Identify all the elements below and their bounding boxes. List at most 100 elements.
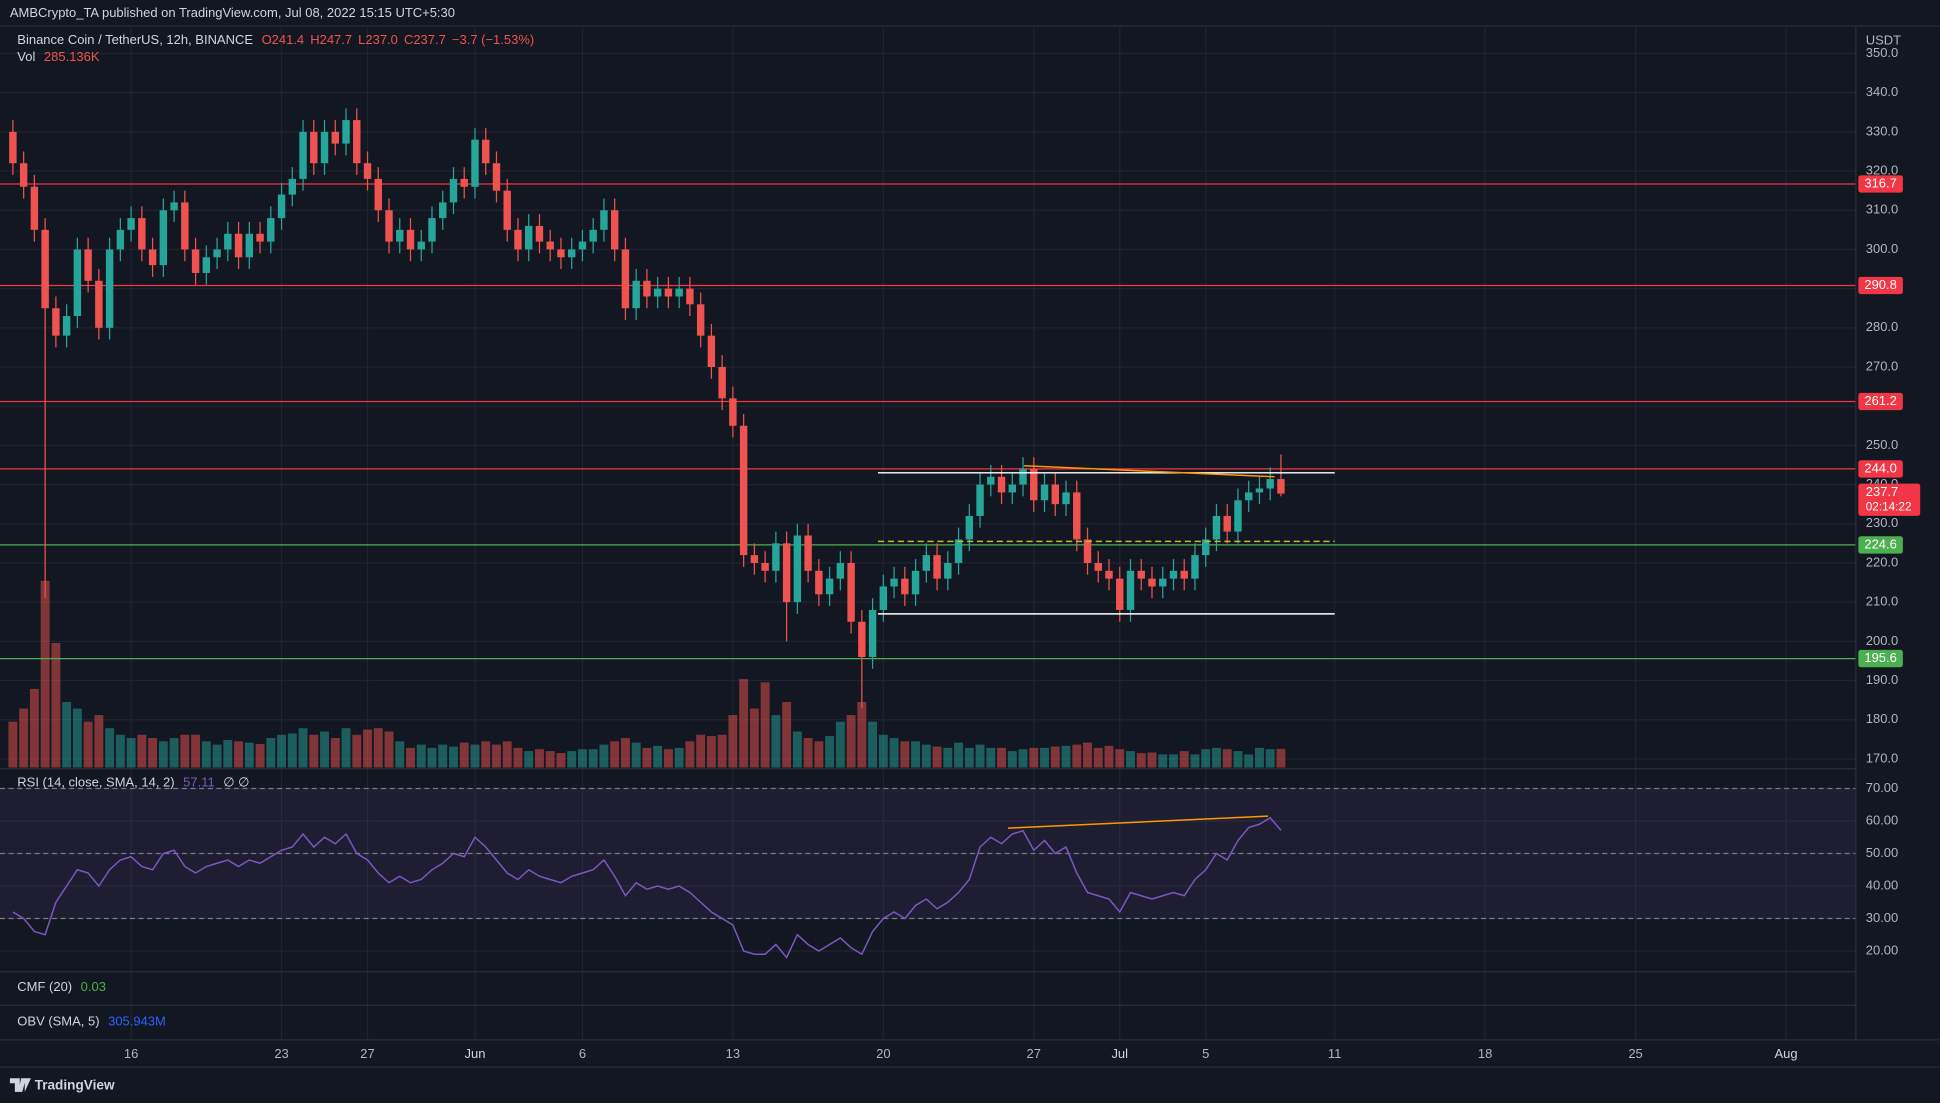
volume-bar [674,747,684,768]
ohlc: H247.7 [310,32,352,47]
candle-body [73,249,82,317]
candle-body [1234,500,1242,532]
volume-bar [921,744,931,768]
volume-bar [760,682,770,768]
candle-body [1255,488,1264,493]
candle-body [245,233,254,258]
volume-bar [352,734,362,768]
level-tag [1858,649,1903,668]
volume-bar [545,751,555,768]
volume-bar [62,702,72,768]
volume-bar [868,721,878,768]
candle-body [1244,492,1253,501]
x-tick-label: 27 [1027,1046,1041,1061]
volume-bar [1104,745,1114,768]
candle-body [482,139,490,164]
volume-bar [771,715,781,768]
y-tick-label: 320.0 [1866,162,1898,177]
candle-body [868,609,877,658]
y-tick-label: 220.0 [1866,554,1898,569]
level-tag [1858,175,1903,193]
volume-bar [212,744,222,768]
rsi-name: RSI (14, close, SMA, 14, 2) [17,775,174,790]
legend-rsi: RSI (14, close, SMA, 14, 2) 57.11 ∅ ∅ [17,775,249,790]
volume-bar [878,734,888,768]
volume-bar [642,747,652,768]
volume-value: 285.136K [44,50,100,65]
y-tick-label: 170.0 [1866,750,1898,765]
volume-bar [1115,749,1125,768]
level-label: 244.0 [1864,460,1896,475]
candle-body [750,555,759,563]
logo [9,1078,31,1092]
candle-body [944,562,952,579]
candle-body [62,316,71,336]
volume-bar [1007,751,1017,768]
volume-bar [685,741,695,768]
volume-bar [201,741,211,768]
obv-name: OBV (SMA, 5) [17,1014,99,1029]
volume-bar [244,742,254,768]
candle-body [535,225,544,242]
volume [8,580,1286,768]
x-tick-label: Jul [1111,1046,1128,1061]
candle-body [578,241,587,250]
candle-body [170,202,178,211]
volume-bar [696,734,706,768]
candle-body [1062,492,1070,505]
volume-bar [1201,749,1211,768]
candle-body [127,218,135,230]
candle-body [804,535,812,571]
volume-bar [1126,751,1135,768]
volume-bar [889,738,899,768]
volume-bar [395,741,405,768]
candle-body [428,218,436,242]
volume-bar [298,728,308,768]
candle-body [1202,539,1210,556]
candle-body [1277,479,1285,494]
volume-bar [105,728,115,768]
candle-body [1094,562,1102,571]
candle-body [1008,484,1017,493]
volume-bar [1254,747,1264,768]
candle-body [718,367,726,399]
volume-bar [900,741,910,768]
volume-bar [728,715,738,768]
volume-bar [94,715,104,768]
candle-body [557,249,565,258]
candle-body [148,249,157,266]
volume-bar [406,747,415,768]
candle-body [224,233,232,250]
volume-bar [1029,747,1039,768]
candle-body [159,210,168,266]
volume-bar [911,741,921,768]
candle-body [1212,515,1221,540]
candle-body [836,562,845,579]
y-tick-label: 50.00 [1866,845,1898,860]
candle-body [471,139,479,187]
x-tick-label: 6 [579,1046,586,1061]
volume-bar [1244,754,1254,768]
volume-bar [835,721,845,768]
y-tick-label: 70.00 [1866,780,1898,795]
candle-body [825,578,834,595]
candles [9,108,1285,708]
candle-body [901,578,909,595]
x-tick-label: 18 [1478,1046,1492,1061]
ohlc: −3.7 (−1.53%) [452,32,534,47]
candle-body [1169,570,1178,579]
candle-body [460,178,468,187]
price-tag-label: 237.7 [1866,484,1898,499]
volume-bar [287,733,297,768]
volume-bar [309,734,319,768]
volume-bar [1212,747,1221,768]
volume-bar [1158,754,1168,768]
candle-body [600,210,608,230]
candle-body [1266,479,1274,489]
volume-bar [1093,747,1103,768]
y-tick-label: 310.0 [1866,202,1898,217]
level-tag [1858,536,1903,554]
candle-body [621,249,630,309]
candle-body [965,515,974,540]
